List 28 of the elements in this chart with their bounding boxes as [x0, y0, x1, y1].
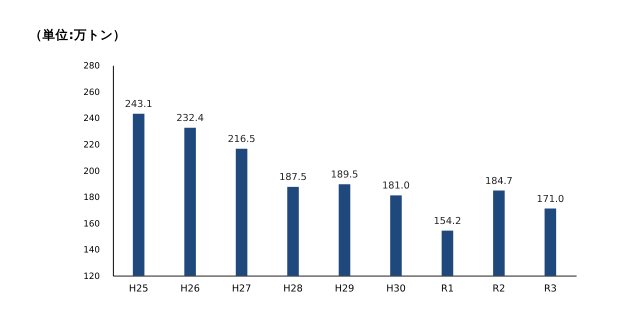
- x-tick-label: H27: [232, 284, 252, 295]
- x-tick-label: R2: [492, 284, 506, 295]
- x-tick-label: R3: [544, 284, 557, 295]
- x-tick-label: H30: [386, 284, 406, 295]
- data-label: 243.1: [124, 98, 152, 110]
- data-label: 187.5: [279, 172, 307, 184]
- x-tick-label: H29: [334, 284, 354, 295]
- x-tick-label: R1: [441, 284, 454, 295]
- x-tick-label: H25: [128, 284, 148, 295]
- y-tick-label: 280: [83, 62, 100, 72]
- data-label: 171.0: [536, 194, 564, 205]
- chart-title: （単位:万トン）: [30, 27, 126, 42]
- y-tick-label: 220: [83, 140, 100, 150]
- y-tick-label: 160: [83, 219, 100, 230]
- data-label: 189.5: [330, 169, 358, 180]
- y-tick-label: 260: [83, 88, 100, 98]
- y-tick-label: 120: [83, 272, 100, 282]
- data-label: 181.0: [382, 180, 410, 192]
- data-label: 154.2: [434, 216, 462, 227]
- y-tick-label: 180: [83, 193, 100, 204]
- data-label: 216.5: [228, 134, 256, 145]
- x-tick-label: H26: [180, 284, 200, 295]
- y-tick-label: 200: [83, 166, 100, 177]
- data-label: 184.7: [485, 176, 513, 187]
- data-label: 232.4: [176, 113, 204, 124]
- y-tick-label: 140: [83, 246, 100, 256]
- x-tick-label: H28: [283, 284, 303, 295]
- y-tick-label: 240: [83, 114, 100, 124]
